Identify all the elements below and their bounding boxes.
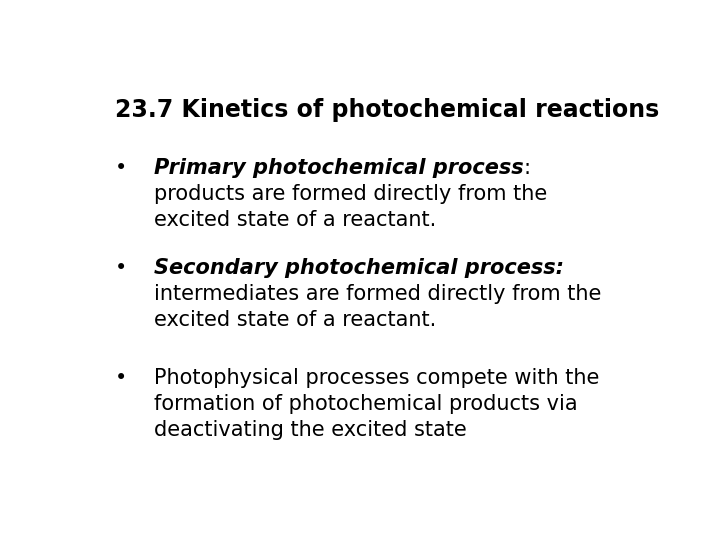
Text: :: : [523, 158, 531, 178]
Text: Photophysical processes compete with the: Photophysical processes compete with the [154, 368, 600, 388]
Text: Primary photochemical process: Primary photochemical process [154, 158, 523, 178]
Text: •: • [115, 258, 127, 278]
Text: •: • [115, 368, 127, 388]
Text: excited state of a reactant.: excited state of a reactant. [154, 210, 436, 230]
Text: •: • [115, 158, 127, 178]
Text: formation of photochemical products via: formation of photochemical products via [154, 394, 577, 414]
Text: deactivating the excited state: deactivating the excited state [154, 420, 467, 440]
Text: Secondary photochemical process:: Secondary photochemical process: [154, 258, 564, 278]
Text: intermediates are formed directly from the: intermediates are formed directly from t… [154, 284, 601, 304]
Text: excited state of a reactant.: excited state of a reactant. [154, 310, 436, 330]
Text: 23.7 Kinetics of photochemical reactions: 23.7 Kinetics of photochemical reactions [115, 98, 660, 122]
Text: products are formed directly from the: products are formed directly from the [154, 184, 547, 204]
